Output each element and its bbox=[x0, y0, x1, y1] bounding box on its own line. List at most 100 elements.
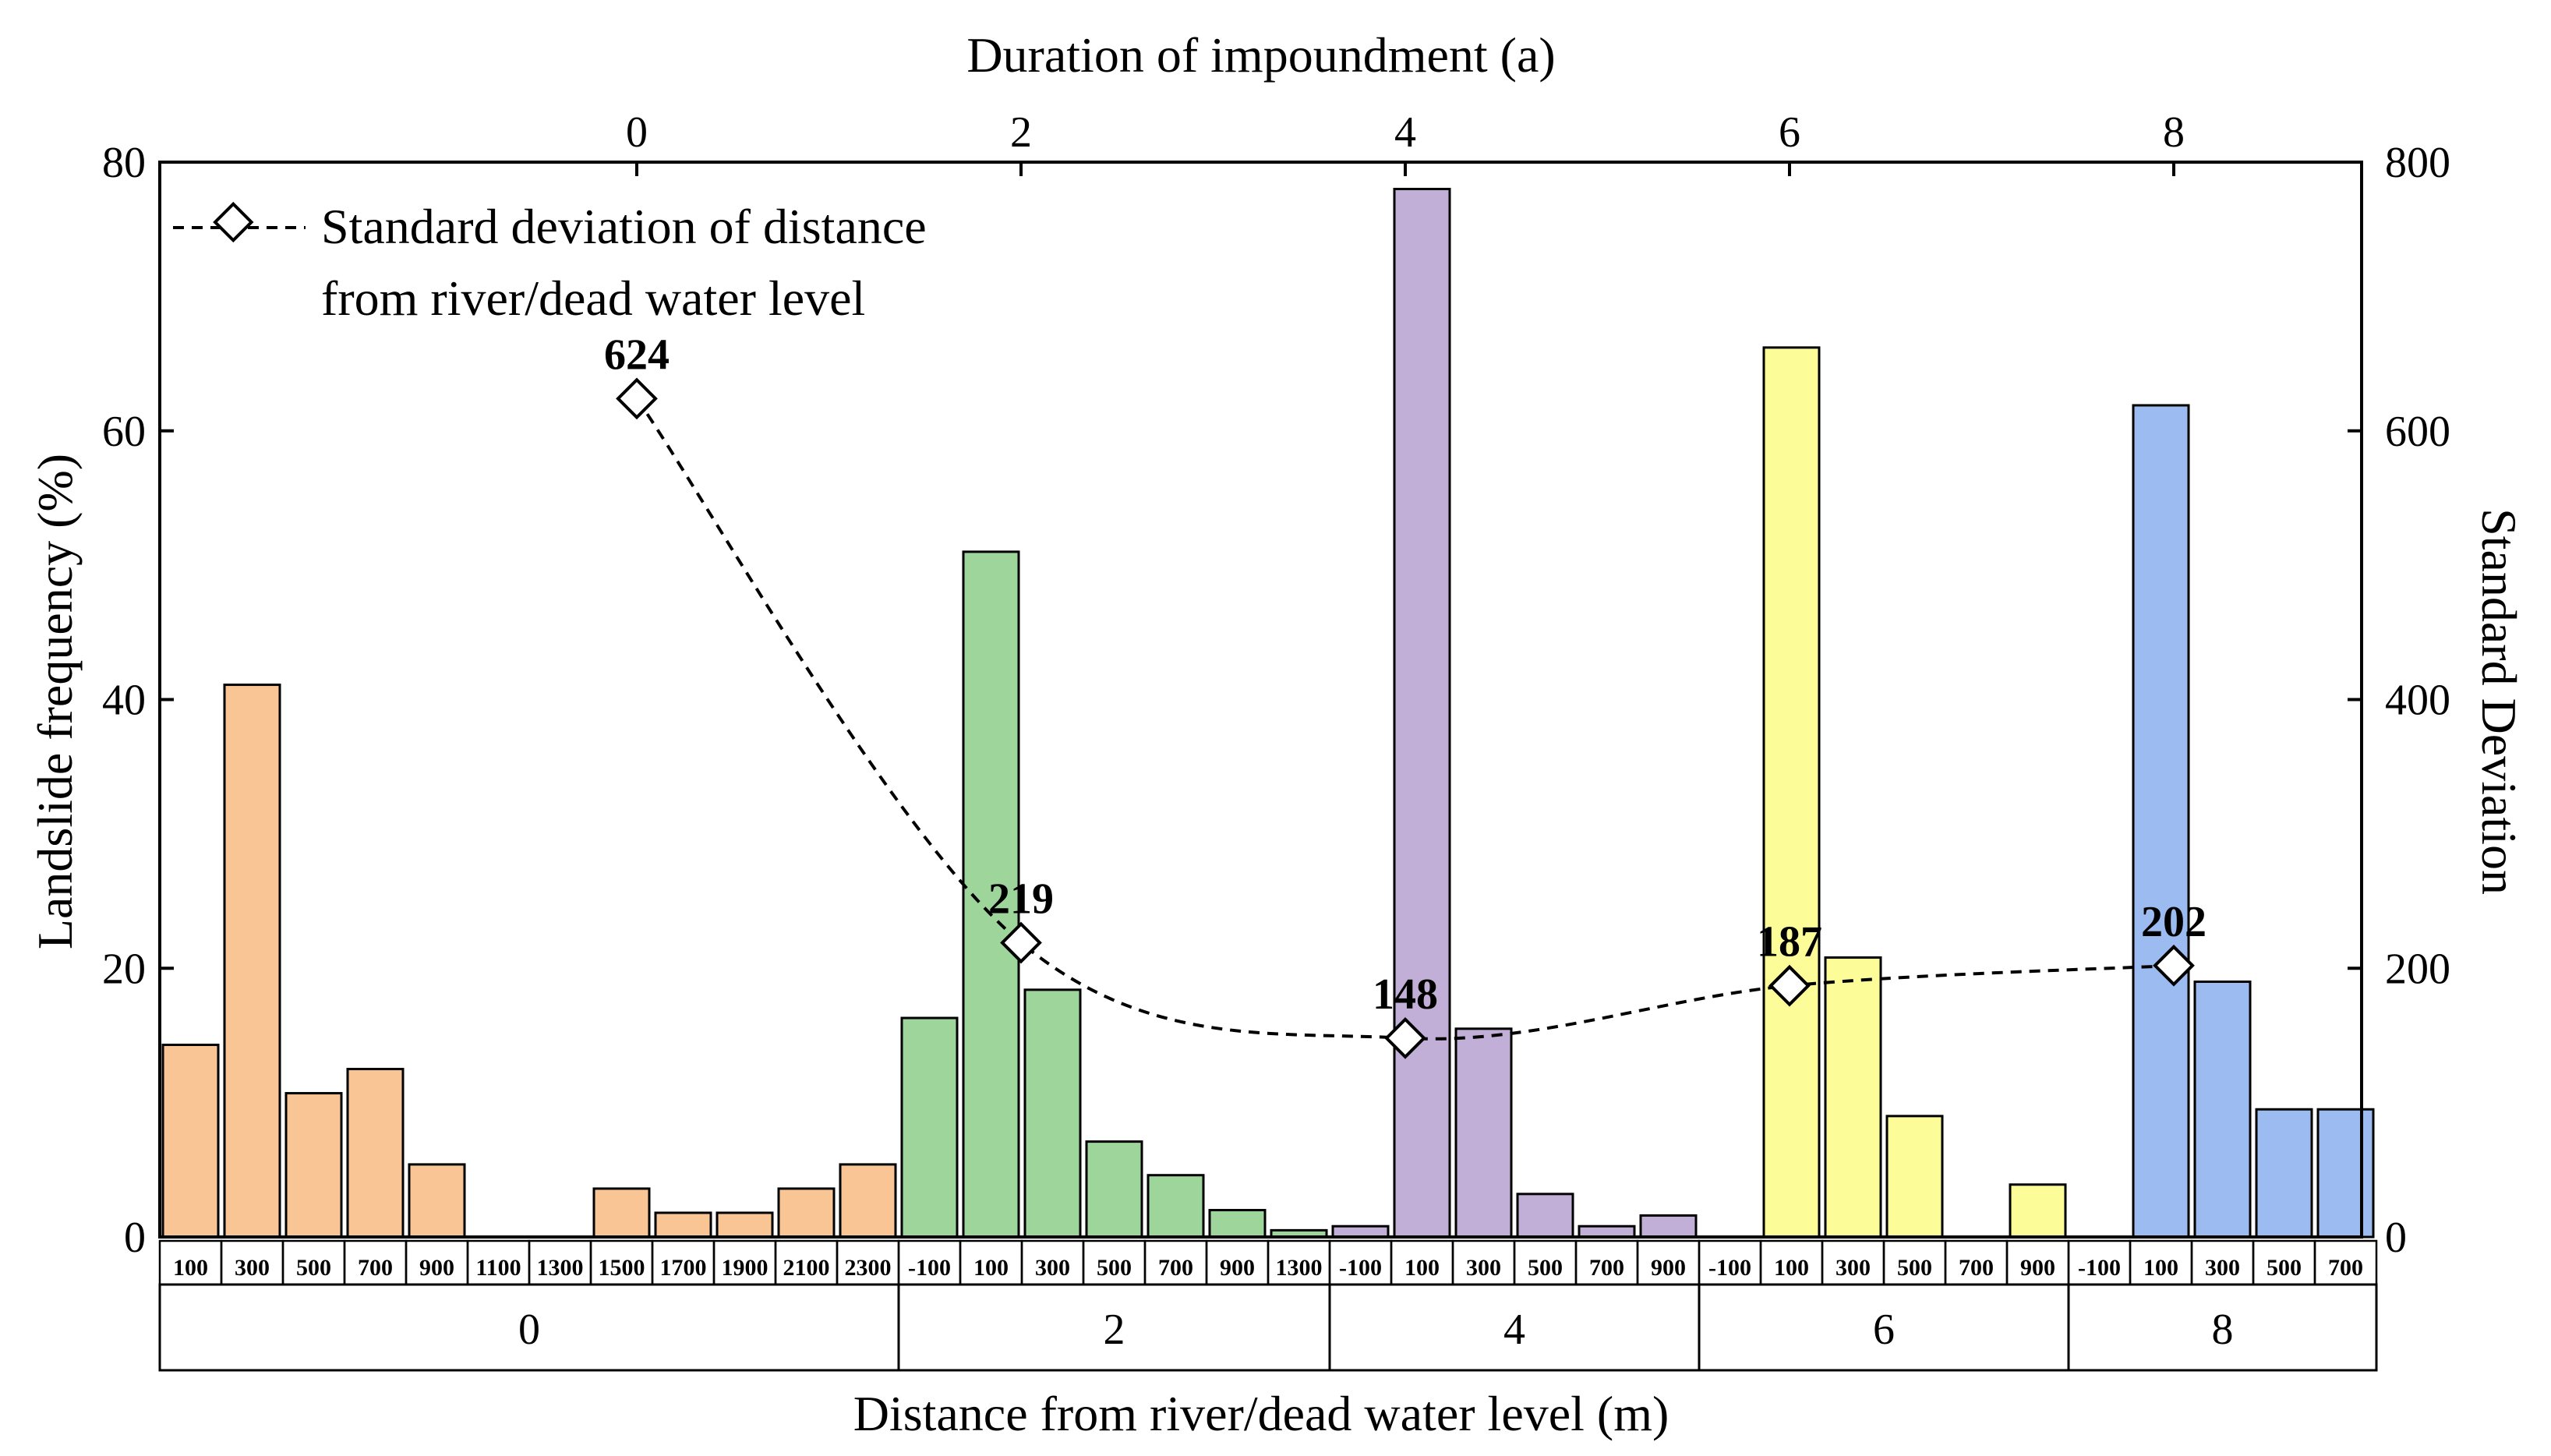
bar-g4--100 bbox=[1331, 1225, 1390, 1239]
group-label: 4 bbox=[1503, 1306, 1525, 1354]
top-tick-label: 8 bbox=[2163, 108, 2185, 157]
top-tick-label: 2 bbox=[1010, 108, 1032, 157]
category-label: 500 bbox=[1897, 1255, 1932, 1281]
category-label: 300 bbox=[1035, 1255, 1070, 1281]
category-label: 1500 bbox=[599, 1255, 645, 1281]
category-label: -100 bbox=[908, 1255, 951, 1281]
bar-g0-300 bbox=[223, 684, 281, 1239]
category-label: -100 bbox=[2078, 1255, 2121, 1281]
y2-tick-label: 400 bbox=[2385, 677, 2450, 725]
group-cell bbox=[2067, 1283, 2378, 1372]
y-tick-label: 80 bbox=[102, 139, 146, 187]
category-label: 500 bbox=[1528, 1255, 1563, 1281]
category-label: 1700 bbox=[660, 1255, 707, 1281]
y2-tick-label: 200 bbox=[2385, 945, 2450, 993]
bar-g0-1900 bbox=[715, 1211, 774, 1239]
category-label: 500 bbox=[1097, 1255, 1132, 1281]
category-label: 100 bbox=[173, 1255, 208, 1281]
category-label: 700 bbox=[2328, 1255, 2363, 1281]
top-tick-label: 4 bbox=[1394, 108, 1416, 157]
bar-g0-100 bbox=[161, 1044, 220, 1239]
y2-tick-label: 600 bbox=[2385, 408, 2450, 456]
x-axis-title: Distance from river/dead water level (m) bbox=[853, 1386, 1669, 1441]
std-point bbox=[1000, 921, 1042, 964]
category-label: 300 bbox=[2205, 1255, 2240, 1281]
category-label: 700 bbox=[358, 1255, 393, 1281]
std-point bbox=[1768, 964, 1811, 1007]
bar-g6-900 bbox=[2009, 1183, 2067, 1239]
y-tick-label: 20 bbox=[102, 945, 146, 993]
group-label: 8 bbox=[2212, 1306, 2234, 1354]
bar-g0-1700 bbox=[654, 1211, 712, 1239]
bar-g0-900 bbox=[408, 1163, 466, 1239]
bar-g0-500 bbox=[284, 1092, 343, 1239]
category-label: 700 bbox=[1158, 1255, 1193, 1281]
bar-g6-300 bbox=[1824, 956, 1882, 1239]
std-data-label: 202 bbox=[2141, 898, 2207, 946]
category-label: 100 bbox=[1404, 1255, 1440, 1281]
legend-marker bbox=[213, 201, 254, 243]
top-axis-title: Duration of impoundment (a) bbox=[966, 27, 1555, 83]
std-line bbox=[635, 398, 2175, 1041]
category-label: 900 bbox=[1651, 1255, 1686, 1281]
group-label: 0 bbox=[518, 1306, 540, 1354]
bar-g6-100 bbox=[1762, 346, 1821, 1239]
category-label: 500 bbox=[2267, 1255, 2302, 1281]
bar-g2-900 bbox=[1208, 1209, 1267, 1239]
category-label: 700 bbox=[1959, 1255, 1994, 1281]
category-label: 900 bbox=[2020, 1255, 2055, 1281]
bar-g2-300 bbox=[1023, 988, 1082, 1239]
bar-g8-500 bbox=[2255, 1108, 2313, 1239]
y-tick-label: 0 bbox=[124, 1214, 146, 1262]
category-label: 2300 bbox=[845, 1255, 892, 1281]
top-tick-label: 0 bbox=[626, 108, 648, 157]
std-point bbox=[616, 377, 658, 420]
bar-g2--100 bbox=[900, 1016, 959, 1239]
top-tick-label: 6 bbox=[1779, 108, 1800, 157]
bar-g4-500 bbox=[1516, 1193, 1574, 1239]
category-label: 1300 bbox=[1276, 1255, 1323, 1281]
group-label: 6 bbox=[1873, 1306, 1895, 1354]
category-label: 1100 bbox=[475, 1255, 521, 1281]
category-label: 1300 bbox=[537, 1255, 584, 1281]
category-label: 1900 bbox=[722, 1255, 768, 1281]
bar-g0-1500 bbox=[592, 1187, 651, 1239]
bar-g4-300 bbox=[1454, 1027, 1513, 1239]
bars-layer bbox=[161, 187, 2375, 1239]
y2-axis-title: Standard Deviation bbox=[2472, 508, 2527, 895]
std-point bbox=[2153, 944, 2195, 987]
std-line-layer bbox=[616, 377, 2195, 1059]
axes-layer bbox=[158, 161, 2378, 1372]
bar-g8-100 bbox=[2132, 404, 2190, 1239]
y-tick-label: 60 bbox=[102, 408, 146, 456]
category-label: 700 bbox=[1589, 1255, 1624, 1281]
std-data-label: 624 bbox=[604, 330, 670, 379]
bar-g0-2300 bbox=[839, 1163, 897, 1239]
legend-text-line2: from river/dead water level bbox=[321, 270, 865, 326]
category-label: 100 bbox=[973, 1255, 1009, 1281]
bar-g4-700 bbox=[1578, 1225, 1636, 1239]
category-label: 100 bbox=[1774, 1255, 1809, 1281]
std-data-label: 219 bbox=[988, 875, 1054, 923]
category-label: -100 bbox=[1339, 1255, 1382, 1281]
category-label: 500 bbox=[296, 1255, 331, 1281]
bar-g8-700 bbox=[2316, 1108, 2375, 1239]
category-label: 2100 bbox=[783, 1255, 830, 1281]
bar-g2-500 bbox=[1085, 1140, 1143, 1239]
y-tick-label: 40 bbox=[102, 677, 146, 725]
bar-g8-300 bbox=[2193, 980, 2252, 1239]
category-label: 100 bbox=[2143, 1255, 2178, 1281]
legend-text-line1: Standard deviation of distance bbox=[321, 199, 927, 254]
y2-tick-label: 0 bbox=[2385, 1214, 2407, 1262]
std-data-label: 148 bbox=[1373, 970, 1438, 1019]
category-label: -100 bbox=[1708, 1255, 1751, 1281]
y2-tick-label: 800 bbox=[2385, 139, 2450, 187]
bar-g4-100 bbox=[1393, 187, 1451, 1239]
category-label: 900 bbox=[419, 1255, 454, 1281]
bar-g0-2100 bbox=[777, 1187, 836, 1239]
bar-g0-700 bbox=[346, 1068, 405, 1239]
bar-g6-500 bbox=[1885, 1115, 1944, 1239]
y-axis-title: Landslide frequency (%) bbox=[27, 454, 83, 949]
bar-g2-700 bbox=[1147, 1174, 1205, 1239]
